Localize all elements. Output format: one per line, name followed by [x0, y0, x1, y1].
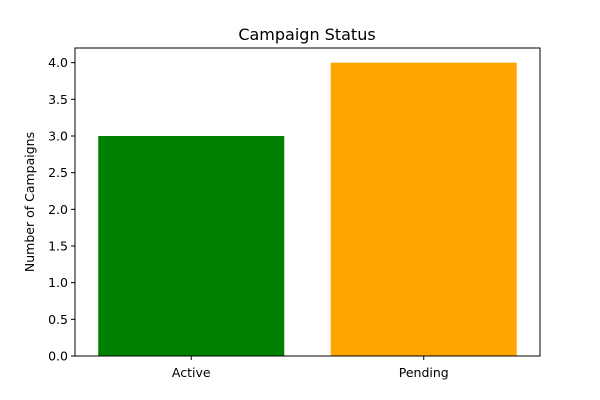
x-tick-label: Active	[172, 365, 211, 380]
y-tick-label: 1.5	[48, 239, 68, 254]
y-axis-ticks: 0.0 0.5 1.0 1.5 2.0 2.5 3.0 3.5 4.0	[48, 55, 75, 364]
y-axis-label: Number of Campaigns	[22, 132, 37, 272]
y-tick-label: 4.0	[48, 55, 68, 70]
bars-group	[98, 62, 517, 357]
x-tick-label: Pending	[399, 365, 449, 380]
y-tick-label: 0.0	[48, 349, 68, 364]
y-tick-label: 2.5	[48, 165, 68, 180]
x-axis-ticks: Active Pending	[172, 356, 449, 380]
y-tick-label: 0.5	[48, 312, 68, 327]
y-tick-label: 3.5	[48, 92, 68, 107]
y-tick-label: 2.0	[48, 202, 68, 217]
bar-pending	[330, 62, 517, 357]
chart-title: Campaign Status	[238, 25, 375, 44]
y-tick-label: 1.0	[48, 275, 68, 290]
y-tick-label: 3.0	[48, 129, 68, 144]
bar-active	[98, 136, 285, 356]
plot-frame	[74, 47, 541, 357]
